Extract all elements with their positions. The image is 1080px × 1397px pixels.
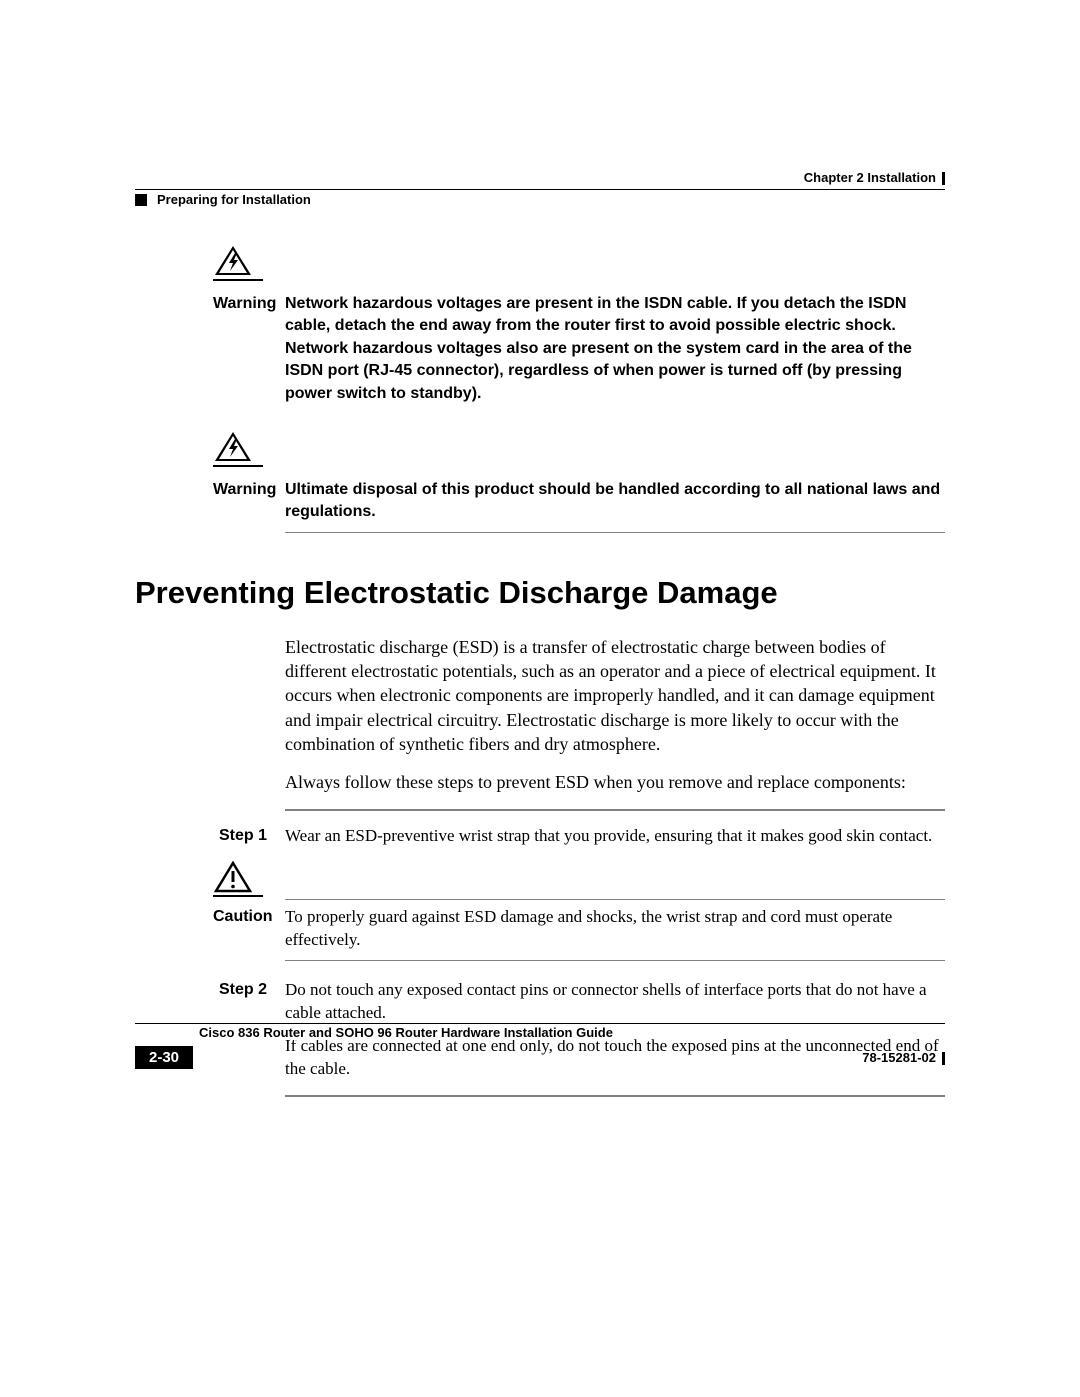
step-1-text: Wear an ESD-preventive wrist strap that … (285, 825, 945, 848)
warning-text-1: Network hazardous voltages are present i… (285, 293, 945, 405)
footer-title: Cisco 836 Router and SOHO 96 Router Hard… (195, 1025, 617, 1040)
icon-underline (213, 279, 263, 281)
page-header: Chapter 2 Installation Preparing for Ins… (135, 170, 945, 207)
caution-icon (213, 861, 253, 893)
caution-block: Caution To properly guard against ESD da… (135, 906, 945, 952)
section-heading: Preventing Electrostatic Discharge Damag… (135, 575, 945, 611)
body-paragraph-2: Always follow these steps to prevent ESD… (285, 770, 945, 794)
divider-heavy (285, 1095, 945, 1097)
header-rule (135, 189, 945, 190)
warning-text-2: Ultimate disposal of this product should… (285, 479, 945, 524)
footer-bottom: 2-30 78-15281-02 (135, 1046, 945, 1069)
step-1-label: Step 1 (219, 827, 267, 844)
section-line: Preparing for Installation (135, 192, 945, 207)
section-text: Preparing for Installation (157, 192, 311, 207)
divider (285, 899, 945, 900)
caution-text: To properly guard against ESD damage and… (285, 906, 945, 952)
chapter-text: Chapter 2 Installation (804, 170, 936, 185)
step-2-label: Step 2 (219, 981, 267, 998)
caution-icon-row (213, 861, 945, 897)
icon-underline (213, 465, 263, 467)
section-marker (135, 194, 147, 206)
divider (285, 960, 945, 961)
divider (285, 532, 945, 533)
icon-underline (213, 895, 263, 897)
footer-bar (942, 1052, 945, 1065)
content-area: Warning Network hazardous voltages are p… (135, 245, 945, 1097)
warning-icon-row (213, 245, 945, 281)
page-number: 2-30 (135, 1046, 193, 1069)
caution-label: Caution (135, 906, 285, 926)
warning-label: Warning (135, 479, 285, 499)
step-2-block: Step 2 Do not touch any exposed contact … (135, 979, 945, 1025)
warning-lightning-icon (213, 245, 253, 277)
header-bar (942, 172, 945, 185)
warning-block-1: Warning Network hazardous voltages are p… (135, 293, 945, 405)
page-footer: Cisco 836 Router and SOHO 96 Router Hard… (135, 1023, 945, 1069)
warning-label: Warning (135, 293, 285, 313)
chapter-label: Chapter 2 Installation (135, 170, 945, 185)
divider-heavy (285, 809, 945, 811)
step-1-block: Step 1 Wear an ESD-preventive wrist stra… (135, 825, 945, 848)
footer-rule (135, 1023, 945, 1024)
body-paragraph-1: Electrostatic discharge (ESD) is a trans… (285, 635, 945, 756)
docnum-text: 78-15281-02 (862, 1050, 936, 1065)
warning-block-2: Warning Ultimate disposal of this produc… (135, 479, 945, 524)
page: Chapter 2 Installation Preparing for Ins… (0, 0, 1080, 1397)
warning-lightning-icon (213, 431, 253, 463)
document-number: 78-15281-02 (862, 1050, 945, 1065)
warning-icon-row-2 (213, 431, 945, 467)
step-2-text: Do not touch any exposed contact pins or… (285, 979, 945, 1025)
